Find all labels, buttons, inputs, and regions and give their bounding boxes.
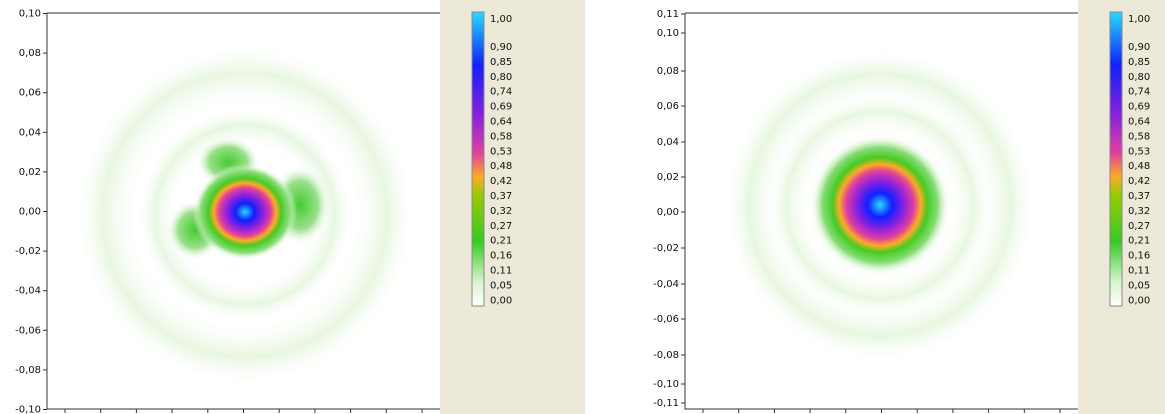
colorbar-label: 0,58 — [490, 131, 512, 142]
axis — [684, 13, 1078, 410]
y-tick-label: -0,08 — [15, 365, 41, 376]
y-tick-label: 0,04 — [657, 137, 679, 148]
y-tick-label: 0,00 — [657, 207, 679, 218]
colorbar-label: 0,21 — [490, 236, 512, 247]
colorbar-label: 0,37 — [1128, 191, 1150, 202]
colorbar-label: 0,58 — [1128, 131, 1150, 142]
spot — [193, 164, 297, 260]
y-tick-label: 0,02 — [19, 167, 41, 178]
y-tick-label: 0,08 — [657, 66, 679, 77]
colorbar-label: 0,00 — [1128, 295, 1150, 306]
y-tick-label: 0,04 — [19, 127, 41, 138]
colorbar-label: 0,85 — [1128, 57, 1150, 68]
y-tick-label: -0,11 — [653, 398, 679, 409]
colorbar-label: 1,00 — [1128, 14, 1150, 25]
y-tick-label: 0,06 — [657, 101, 679, 112]
y-tick-label: 0,00 — [19, 207, 41, 218]
y-tick-label: -0,06 — [653, 314, 679, 325]
colorbar-label: 0,85 — [490, 57, 512, 68]
colorbar-label: 0,64 — [1128, 117, 1150, 128]
y-tick-label: 0,10 — [657, 28, 679, 39]
y-tick-label: -0,08 — [653, 350, 679, 361]
colorbar-label: 0,42 — [490, 176, 512, 187]
colorbar-label: 0,11 — [490, 266, 512, 277]
plot-left — [46, 0, 585, 414]
y-tick-label: -0,04 — [15, 286, 41, 297]
colorbar-label: 1,00 — [490, 14, 512, 25]
colorbar-label: 0,53 — [490, 146, 512, 157]
colorbar-label: 0,69 — [490, 102, 512, 113]
y-tick-label: 0,02 — [657, 172, 679, 183]
colorbar-label: 0,16 — [490, 251, 512, 262]
colorbar-label: 0,16 — [1128, 251, 1150, 262]
colorbar — [471, 11, 485, 307]
colorbar-label: 0,80 — [490, 72, 512, 83]
colorbar-label: 0,05 — [490, 280, 512, 291]
colorbar-label: 0,48 — [1128, 161, 1150, 172]
colorbar-label: 0,90 — [490, 42, 512, 53]
colorbar-label: 0,69 — [1128, 102, 1150, 113]
plot-right — [684, 0, 1165, 414]
y-tick-label: 0,11 — [657, 9, 679, 20]
colorbar-label: 0,90 — [1128, 42, 1150, 53]
y-tick-label: 0,06 — [19, 88, 41, 99]
y-tick-label: -0,10 — [653, 379, 679, 390]
colorbar-label: 0,05 — [1128, 280, 1150, 291]
colorbar-label: 0,27 — [1128, 221, 1150, 232]
y-tick-label: -0,02 — [653, 243, 679, 254]
colorbar-label: 0,37 — [490, 191, 512, 202]
y-tick-label: -0,06 — [15, 325, 41, 336]
colorbar-label: 0,42 — [1128, 176, 1150, 187]
colorbar-label: 0,27 — [490, 221, 512, 232]
y-tick-label: -0,10 — [15, 405, 41, 414]
colorbar-label: 0,00 — [490, 295, 512, 306]
y-tick-label: -0,02 — [15, 246, 41, 257]
colorbar-label: 0,32 — [1128, 206, 1150, 217]
colorbar-label: 0,80 — [1128, 72, 1150, 83]
y-tick-label: 0,08 — [19, 48, 41, 59]
colorbar-label: 0,11 — [1128, 266, 1150, 277]
colorbar-label: 0,32 — [490, 206, 512, 217]
spot — [812, 137, 948, 273]
colorbar-label: 0,64 — [490, 117, 512, 128]
panel-bg — [440, 0, 585, 414]
colorbar-label: 0,74 — [1128, 87, 1150, 98]
colorbar-label: 0,48 — [490, 161, 512, 172]
y-tick-label: 0,10 — [19, 9, 41, 20]
colorbar-label: 0,21 — [1128, 236, 1150, 247]
y-tick-label: -0,04 — [653, 279, 679, 290]
colorbar-label: 0,74 — [490, 87, 512, 98]
colorbar-label: 0,53 — [1128, 146, 1150, 157]
colorbar — [1109, 11, 1123, 307]
